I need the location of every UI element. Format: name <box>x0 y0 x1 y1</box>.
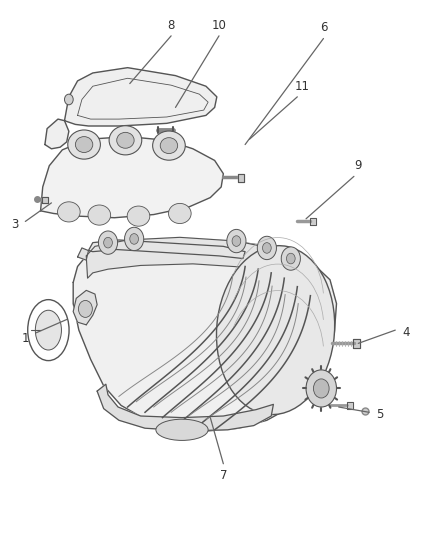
Circle shape <box>99 231 117 254</box>
Polygon shape <box>88 240 245 259</box>
Text: 4: 4 <box>403 326 410 340</box>
Polygon shape <box>73 290 97 325</box>
Circle shape <box>130 233 138 244</box>
Circle shape <box>227 229 246 253</box>
Text: 8: 8 <box>167 19 175 32</box>
Circle shape <box>232 236 241 246</box>
Polygon shape <box>42 197 48 203</box>
Ellipse shape <box>156 419 208 440</box>
Polygon shape <box>45 119 69 149</box>
Circle shape <box>64 94 73 105</box>
Polygon shape <box>310 217 316 225</box>
Ellipse shape <box>88 205 111 225</box>
Ellipse shape <box>57 202 80 222</box>
Ellipse shape <box>152 131 185 160</box>
Circle shape <box>281 247 300 270</box>
Text: 3: 3 <box>11 217 18 231</box>
Polygon shape <box>353 339 360 348</box>
Ellipse shape <box>169 204 191 223</box>
Text: 7: 7 <box>219 470 227 482</box>
Ellipse shape <box>68 130 100 159</box>
Polygon shape <box>64 68 217 126</box>
Circle shape <box>257 236 276 260</box>
Polygon shape <box>86 237 323 290</box>
Circle shape <box>262 243 271 253</box>
Text: 11: 11 <box>294 80 309 93</box>
Polygon shape <box>73 239 336 431</box>
Text: 10: 10 <box>212 19 226 32</box>
Circle shape <box>104 237 113 248</box>
Polygon shape <box>346 402 353 409</box>
Ellipse shape <box>216 246 335 415</box>
Text: 1: 1 <box>21 332 29 344</box>
Polygon shape <box>41 136 223 217</box>
Circle shape <box>78 301 92 317</box>
Text: 9: 9 <box>354 159 362 172</box>
Ellipse shape <box>160 138 178 154</box>
Ellipse shape <box>127 206 150 226</box>
Ellipse shape <box>117 132 134 148</box>
Circle shape <box>306 370 336 407</box>
Polygon shape <box>238 174 244 182</box>
Text: 6: 6 <box>320 21 327 35</box>
Ellipse shape <box>109 126 142 155</box>
Ellipse shape <box>28 300 69 361</box>
Ellipse shape <box>35 310 61 350</box>
Circle shape <box>314 379 329 398</box>
Circle shape <box>286 253 295 264</box>
Circle shape <box>124 227 144 251</box>
Text: 5: 5 <box>376 408 384 422</box>
Polygon shape <box>78 248 88 260</box>
Ellipse shape <box>75 136 93 152</box>
Polygon shape <box>97 384 273 431</box>
